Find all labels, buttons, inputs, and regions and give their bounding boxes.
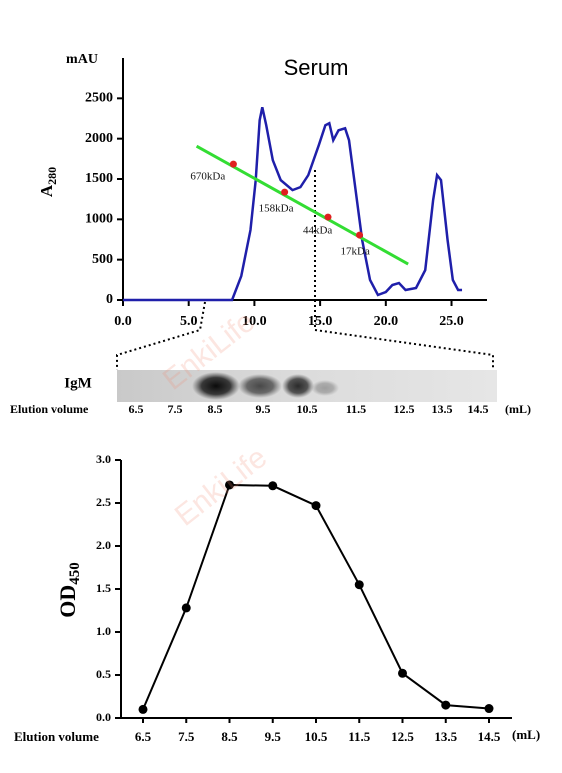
x-tick-label: 7.5 xyxy=(178,729,195,744)
y-tick-label: 500 xyxy=(92,252,113,267)
x-tick-label: 10.0 xyxy=(242,314,267,329)
marker xyxy=(181,603,191,613)
gel-unit: (mL) xyxy=(505,402,531,416)
x-tick-label: 5.0 xyxy=(180,314,198,329)
x-axis-label: Elution volume xyxy=(14,729,99,744)
x-tick-label: 15.0 xyxy=(308,314,333,329)
connector xyxy=(314,170,494,370)
fraction-label: 9.5 xyxy=(256,402,271,416)
x-tick-label: 10.5 xyxy=(305,729,328,744)
x-unit: (mL) xyxy=(512,727,540,742)
fraction-label: 8.5 xyxy=(208,402,223,416)
fraction-label: 12.5 xyxy=(394,402,415,416)
point-label: 44kDa xyxy=(303,225,332,237)
x-tick-label: 20.0 xyxy=(374,314,399,329)
x-tick-label: 0.0 xyxy=(114,314,132,329)
fraction-label: 10.5 xyxy=(297,402,318,416)
marker xyxy=(354,580,364,590)
marker xyxy=(356,231,364,239)
fraction-label: 13.5 xyxy=(432,402,453,416)
y-tick-label: 1500 xyxy=(85,171,113,186)
x-tick-label: 8.5 xyxy=(221,729,238,744)
y-label-main: A xyxy=(37,184,56,197)
marker xyxy=(229,160,237,168)
fraction-label: 14.5 xyxy=(468,402,489,416)
x-tick-label: 6.5 xyxy=(135,729,152,744)
fraction-label: 7.5 xyxy=(168,402,183,416)
marker xyxy=(324,213,332,221)
gel-image xyxy=(117,370,497,402)
y-axis-label: OD450 xyxy=(55,562,83,618)
marker xyxy=(225,480,234,490)
y-tick-label: 3.0 xyxy=(96,452,111,466)
y-tick-label: 0.0 xyxy=(96,710,111,724)
line xyxy=(195,144,409,266)
y-axis-label: A280 xyxy=(37,167,59,197)
y-label-sub: 280 xyxy=(45,167,59,185)
point-label: 670kDa xyxy=(190,171,225,183)
marker xyxy=(281,188,289,196)
y-unit-label: mAU xyxy=(66,52,98,67)
y-tick-label: 2000 xyxy=(85,131,113,146)
point-label: 17kDa xyxy=(341,246,370,258)
marker xyxy=(268,481,278,491)
line xyxy=(123,107,463,302)
x-tick-label: 12.5 xyxy=(391,729,414,744)
marker xyxy=(398,668,407,678)
y-label-sub: 450 xyxy=(67,562,83,585)
y-tick-label: 0.5 xyxy=(96,667,111,681)
y-tick-label: 1.0 xyxy=(96,624,111,638)
x-tick-label: 13.5 xyxy=(434,729,457,744)
point-label: 158kDa xyxy=(259,203,294,215)
x-tick-label: 14.5 xyxy=(478,729,501,744)
marker xyxy=(441,700,451,710)
y-tick-label: 2.5 xyxy=(96,495,111,509)
y-tick-label: 1000 xyxy=(85,212,113,227)
fraction-label: 11.5 xyxy=(346,402,366,416)
marker xyxy=(311,501,321,511)
watermark: EnkiLife xyxy=(169,441,273,533)
y-tick-label: 1.5 xyxy=(96,581,111,595)
gel-x-label: Elution volume xyxy=(10,402,89,416)
x-tick-label: 9.5 xyxy=(265,729,282,744)
connector xyxy=(116,301,206,370)
fraction-label: 6.5 xyxy=(129,402,144,416)
y-label-main: OD xyxy=(55,585,80,618)
marker xyxy=(484,704,494,714)
gel-label: IgM xyxy=(64,375,92,391)
x-tick-label: 11.5 xyxy=(348,729,371,744)
y-tick-label: 2.0 xyxy=(96,538,111,552)
y-tick-label: 0 xyxy=(106,292,113,307)
y-tick-label: 2500 xyxy=(85,91,113,106)
chart-title: Serum xyxy=(284,55,349,80)
x-tick-label: 25.0 xyxy=(439,314,464,329)
marker xyxy=(138,704,148,714)
